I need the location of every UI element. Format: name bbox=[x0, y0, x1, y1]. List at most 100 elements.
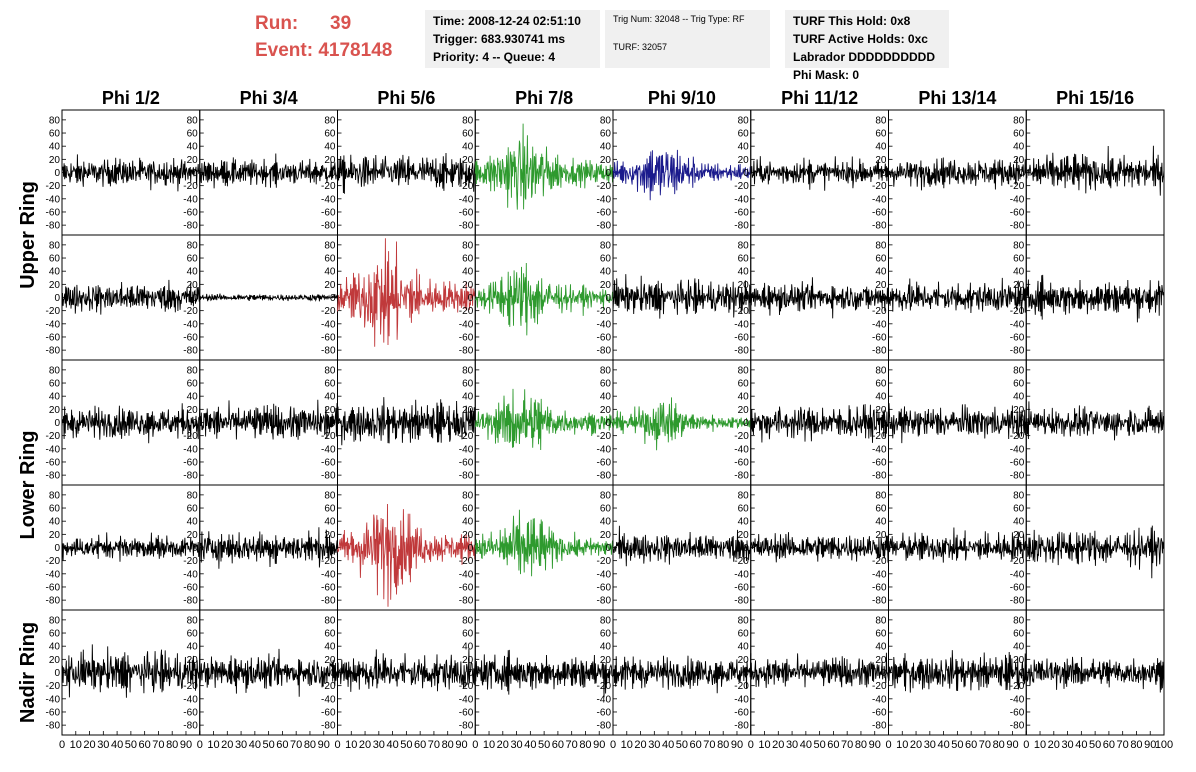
y-tick-label: -80 bbox=[183, 221, 198, 232]
y-tick-label: 20 bbox=[738, 655, 750, 666]
y-tick-label: -40 bbox=[46, 694, 61, 705]
y-tick-label: -80 bbox=[459, 721, 474, 732]
x-tick-label: 40 bbox=[662, 739, 674, 751]
x-tick-label: 20 bbox=[1048, 739, 1060, 751]
y-tick-label: -60 bbox=[872, 207, 887, 218]
y-tick-label: -80 bbox=[734, 721, 749, 732]
waveform-line bbox=[337, 397, 476, 446]
y-tick-label: -80 bbox=[597, 471, 612, 482]
y-tick-label: 20 bbox=[462, 280, 474, 291]
y-tick-label: -40 bbox=[46, 194, 61, 205]
waveform-line bbox=[612, 397, 752, 451]
y-tick-label: -80 bbox=[1010, 346, 1025, 357]
y-tick-label: -20 bbox=[1010, 306, 1025, 317]
y-tick-label: -40 bbox=[872, 569, 887, 580]
y-tick-label: 60 bbox=[600, 254, 612, 265]
y-tick-label: 80 bbox=[49, 490, 61, 501]
y-tick-label: -60 bbox=[459, 457, 474, 468]
y-tick-label: -60 bbox=[46, 582, 61, 593]
y-tick-label: 20 bbox=[1013, 155, 1025, 166]
y-tick-label: -20 bbox=[597, 556, 612, 567]
time-line: Time: 2008-12-24 02:51:10 bbox=[433, 14, 581, 28]
y-tick-label: 40 bbox=[738, 642, 750, 653]
y-tick-label: -40 bbox=[183, 569, 198, 580]
y-tick-label: -60 bbox=[872, 582, 887, 593]
y-tick-label: 40 bbox=[738, 142, 750, 153]
x-tick-label: 0 bbox=[472, 739, 478, 751]
y-tick-label: 0 bbox=[743, 293, 749, 304]
y-tick-label: 60 bbox=[875, 254, 887, 265]
y-tick-label: -60 bbox=[597, 582, 612, 593]
y-tick-label: -80 bbox=[459, 596, 474, 607]
y-tick-label: 60 bbox=[49, 254, 61, 265]
x-tick-label: 30 bbox=[1061, 739, 1073, 751]
y-tick-label: -80 bbox=[459, 471, 474, 482]
waveform-line bbox=[199, 399, 338, 442]
x-tick-label: 50 bbox=[951, 739, 963, 751]
y-tick-label: -40 bbox=[459, 319, 474, 330]
x-tick-label: 90 bbox=[731, 739, 743, 751]
y-tick-label: 80 bbox=[462, 365, 474, 376]
y-tick-label: 80 bbox=[875, 615, 887, 626]
x-tick-label: 50 bbox=[538, 739, 550, 751]
y-tick-label: -40 bbox=[183, 694, 198, 705]
y-tick-label: 20 bbox=[600, 280, 612, 291]
y-tick-label: 60 bbox=[875, 129, 887, 140]
y-tick-label: -40 bbox=[597, 569, 612, 580]
event-label: Event: bbox=[255, 40, 314, 61]
y-tick-label: 0 bbox=[192, 168, 198, 179]
waveform-line bbox=[199, 648, 338, 697]
y-tick-label: 60 bbox=[738, 129, 750, 140]
waveform-line bbox=[337, 648, 476, 692]
y-tick-label: 20 bbox=[324, 155, 336, 166]
y-tick-label: 40 bbox=[324, 392, 336, 403]
turf-line: TURF: 32057 bbox=[613, 42, 668, 52]
y-tick-label: 60 bbox=[324, 254, 336, 265]
y-tick-label: 80 bbox=[600, 115, 612, 126]
y-tick-label: -20 bbox=[1010, 181, 1025, 192]
x-tick-label: 60 bbox=[690, 739, 702, 751]
y-tick-label: 20 bbox=[1013, 530, 1025, 541]
y-tick-label: -20 bbox=[46, 556, 61, 567]
y-tick-label: 40 bbox=[187, 142, 199, 153]
y-tick-label: 20 bbox=[324, 530, 336, 541]
waveform-line bbox=[1026, 145, 1165, 196]
y-tick-label: 60 bbox=[738, 504, 750, 515]
y-tick-label: 60 bbox=[324, 504, 336, 515]
x-tick-label: 90 bbox=[318, 739, 330, 751]
y-tick-label: -40 bbox=[459, 194, 474, 205]
y-tick-label: -60 bbox=[321, 207, 336, 218]
y-tick-label: -20 bbox=[734, 556, 749, 567]
y-tick-label: 0 bbox=[881, 668, 887, 679]
x-tick-label: 60 bbox=[414, 739, 426, 751]
y-tick-label: 0 bbox=[192, 293, 198, 304]
y-tick-label: 0 bbox=[605, 418, 611, 429]
waveform-line bbox=[337, 503, 476, 607]
y-tick-label: 40 bbox=[49, 642, 61, 653]
x-tick-label: 40 bbox=[800, 739, 812, 751]
x-tick-label: 40 bbox=[524, 739, 536, 751]
turf-hold-line: TURF This Hold: 0x8 bbox=[793, 14, 911, 28]
y-tick-label: -20 bbox=[46, 181, 61, 192]
turf-info-box: TURF This Hold: 0x8 TURF Active Holds: 0… bbox=[785, 10, 949, 82]
y-tick-label: 80 bbox=[738, 615, 750, 626]
x-tick-label: 0 bbox=[59, 739, 65, 751]
x-tick-label: 60 bbox=[552, 739, 564, 751]
y-tick-label: 60 bbox=[49, 504, 61, 515]
y-tick-label: 60 bbox=[324, 129, 336, 140]
x-tick-label: 80 bbox=[855, 739, 867, 751]
x-tick-label: 30 bbox=[924, 739, 936, 751]
y-tick-label: -80 bbox=[459, 221, 474, 232]
y-tick-label: -20 bbox=[459, 431, 474, 442]
y-tick-label: -80 bbox=[1010, 221, 1025, 232]
y-tick-label: -60 bbox=[1010, 707, 1025, 718]
x-tick-label: 70 bbox=[152, 739, 164, 751]
y-tick-label: 0 bbox=[468, 543, 474, 554]
y-tick-label: 80 bbox=[187, 115, 199, 126]
y-tick-label: -40 bbox=[597, 444, 612, 455]
y-tick-label: -40 bbox=[734, 444, 749, 455]
y-tick-label: -80 bbox=[321, 346, 336, 357]
x-tick-label: 50 bbox=[400, 739, 412, 751]
x-tick-label: 10 bbox=[1034, 739, 1046, 751]
